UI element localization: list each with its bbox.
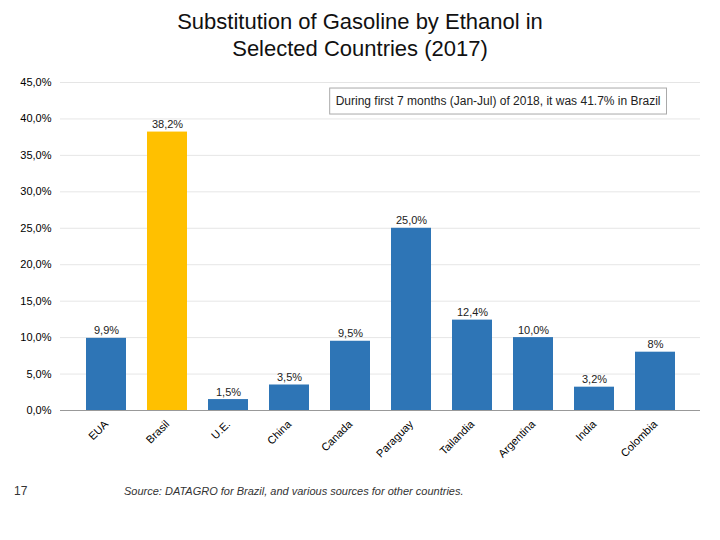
html-text:Source: DATAGRO for Brazil, an: Source: DATAGRO for Brazil, and various …: [124, 485, 464, 497]
svg-text:40,0%: 40,0%: [20, 112, 51, 124]
svg-text:Brasil: Brasil: [143, 418, 171, 446]
svg-text:9,5%: 9,5%: [338, 327, 363, 339]
svg-text:25,0%: 25,0%: [20, 222, 51, 234]
svg-text:EUA: EUA: [86, 417, 111, 442]
svg-text:3,2%: 3,2%: [582, 373, 607, 385]
svg-text:10,0%: 10,0%: [20, 331, 51, 343]
svg-text:0,0%: 0,0%: [26, 404, 51, 416]
svg-text:Canada: Canada: [319, 417, 355, 453]
svg-text:Argentina: Argentina: [496, 417, 538, 459]
svg-text:12,4%: 12,4%: [457, 306, 488, 318]
svg-text:10,0%: 10,0%: [518, 324, 549, 336]
svg-text:8%: 8%: [648, 338, 664, 350]
html-text:17: 17: [14, 484, 28, 498]
svg-text:15,0%: 15,0%: [20, 295, 51, 307]
svg-text:38,2%: 38,2%: [152, 118, 183, 130]
html-text:Selected Countries (2017): Selected Countries (2017): [232, 36, 488, 61]
svg-text:Colombia: Colombia: [618, 417, 660, 459]
svg-text:Tailandia: Tailandia: [437, 417, 477, 457]
html-text:Substitution of Gasoline by Et: Substitution of Gasoline by Ethanol in: [177, 9, 543, 34]
svg-text:1,5%: 1,5%: [216, 386, 241, 398]
svg-text:India: India: [573, 417, 599, 443]
svg-text:25,0%: 25,0%: [396, 214, 427, 226]
svg-text:20,0%: 20,0%: [20, 258, 51, 270]
svg-text:9,9%: 9,9%: [94, 324, 119, 336]
svg-text:30,0%: 30,0%: [20, 185, 51, 197]
svg-text:China: China: [265, 417, 294, 446]
svg-text:During first 7 months (Jan-Jul: During first 7 months (Jan-Jul) of 2018,…: [336, 94, 661, 108]
svg-text:U.E.: U.E.: [209, 418, 233, 442]
svg-text:5,0%: 5,0%: [26, 368, 51, 380]
svg-text:3,5%: 3,5%: [277, 371, 302, 383]
svg-text:Paraguay: Paraguay: [374, 417, 416, 459]
svg-text:35,0%: 35,0%: [20, 149, 51, 161]
svg-text:45,0%: 45,0%: [20, 76, 51, 88]
